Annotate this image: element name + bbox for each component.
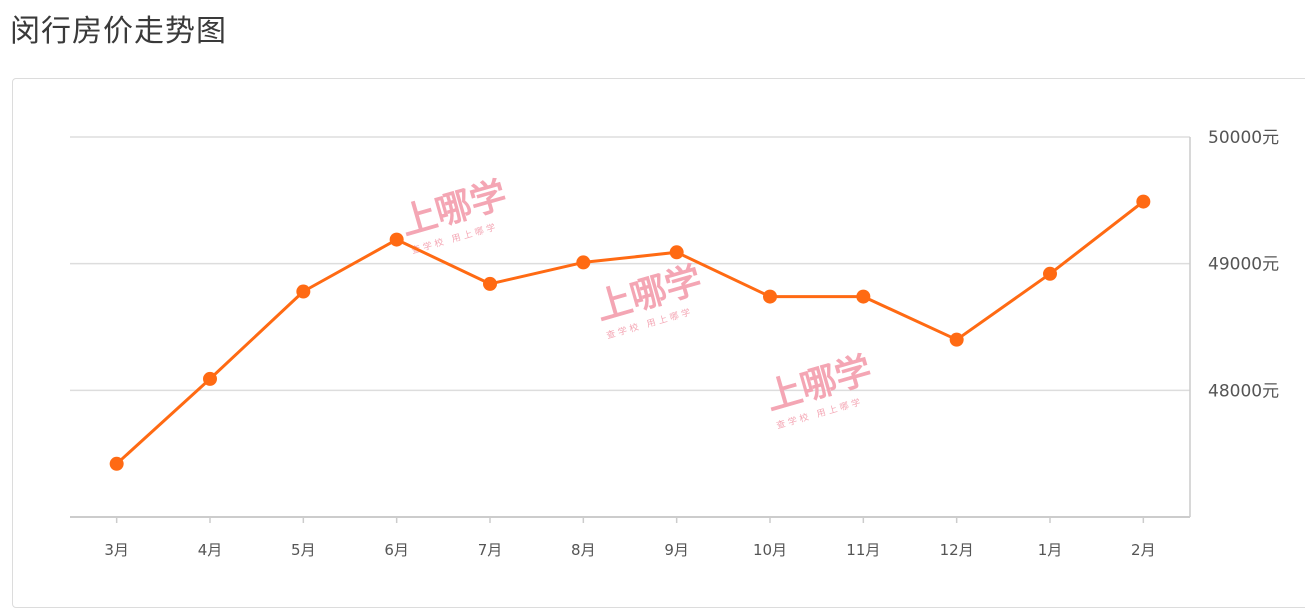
x-tick-label: 9月 [664, 541, 689, 559]
data-points [109, 194, 1151, 471]
data-point[interactable] [669, 245, 684, 260]
x-tick-label: 6月 [384, 541, 409, 559]
y-tick-labels: 48000元 49000元 50000元 [1208, 128, 1279, 401]
x-tick-label: 5月 [291, 541, 316, 559]
data-point[interactable] [949, 332, 964, 347]
x-tick-label: 3月 [104, 541, 129, 559]
y-tick-label: 48000元 [1208, 381, 1279, 401]
data-point[interactable] [203, 371, 217, 386]
x-tick-label: 4月 [198, 541, 223, 559]
data-point[interactable] [389, 232, 404, 247]
data-point[interactable] [576, 255, 591, 270]
page-title: 闵行房价走势图 [10, 14, 227, 49]
x-tick-label: 10月 [753, 541, 787, 559]
data-point[interactable] [109, 456, 124, 471]
data-point[interactable] [1043, 266, 1057, 281]
x-tick-label: 8月 [571, 541, 596, 559]
data-point[interactable] [296, 284, 311, 299]
x-tick-label: 2月 [1131, 541, 1156, 559]
series-line [115, 200, 1145, 465]
y-tick-label: 50000元 [1208, 128, 1279, 148]
x-tick-label: 1月 [1038, 541, 1063, 559]
x-tick-label: 7月 [478, 541, 503, 559]
grid-lines [70, 136, 1190, 392]
data-point[interactable] [483, 276, 497, 291]
chart-card [12, 78, 1305, 608]
data-point[interactable] [1136, 194, 1151, 209]
x-tick-label: 12月 [940, 541, 974, 559]
y-tick-label: 49000元 [1208, 255, 1279, 275]
data-point[interactable] [763, 289, 777, 304]
x-tick-label: 11月 [846, 541, 880, 559]
data-point[interactable] [856, 289, 871, 304]
axes [70, 137, 1191, 523]
series-path [115, 200, 1145, 465]
x-tick-labels: 3月 4月 5月 6月 7月 8月 9月 10月 11月 12月 1月 2月 [104, 541, 1155, 559]
